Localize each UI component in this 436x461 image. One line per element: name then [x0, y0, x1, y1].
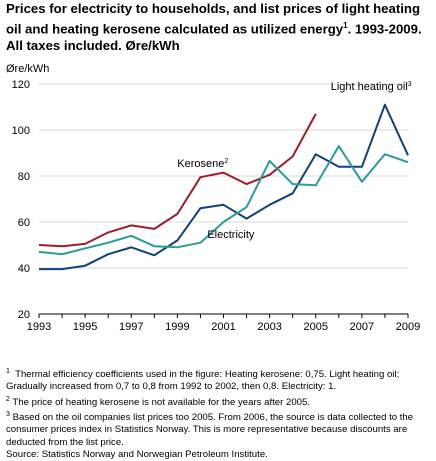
footnote-1-text: Thermal efficiency coefficients used in … — [6, 369, 400, 393]
footnote-3: 3 Based on the oil companies list prices… — [6, 409, 430, 449]
footnote-2: 2 The price of heating kerosene is not a… — [6, 394, 430, 409]
series-line-light-heating-oil — [39, 103, 409, 271]
x-tick-label: 2003 — [257, 321, 281, 333]
x-tick-label: 2007 — [350, 321, 374, 333]
x-tick-label: 2001 — [211, 321, 235, 333]
series-line-electricity — [38, 145, 409, 256]
x-tick-label: 1997 — [119, 321, 143, 333]
footnotes: 1 Thermal efficiency coefficients used i… — [6, 366, 430, 461]
footnote-2-mark: 2 — [6, 395, 10, 403]
x-tick-labels: 1993 1995 1997 1999 2001 2003 2005 2007 2009 — [27, 321, 420, 333]
y-tick-label: 20 — [18, 309, 30, 321]
chart-title-footnote-mark: 1 — [343, 21, 348, 30]
chart-title: Prices for electricity to households, an… — [6, 0, 434, 54]
footnote-1-mark: 1 — [6, 368, 10, 375]
footnote-3-mark: 3 — [6, 410, 10, 418]
y-tick-label: 100 — [12, 125, 30, 137]
series-label-electricity: Electricity — [207, 229, 255, 241]
footnote-3-text: Based on the oil companies list prices t… — [6, 412, 414, 448]
x-tick-label: 2009 — [396, 321, 420, 333]
x-tick-label: 1993 — [27, 321, 51, 333]
series-labels: Kerosene2 Light heating oil3 Electricity — [177, 81, 412, 241]
series-line-kerosene — [38, 113, 317, 248]
series-lines — [38, 103, 409, 271]
x-tick-label: 2005 — [304, 321, 328, 333]
footnote-2-text: The price of heating kerosene is not ava… — [12, 396, 310, 408]
x-axis — [38, 313, 409, 318]
series-label-light-heating-oil: Light heating oil3 — [331, 81, 412, 93]
y-tick-label: 80 — [18, 171, 30, 183]
source-note: Source: Statistics Norway and Norwegian … — [6, 448, 268, 460]
footnote-1: 1 Thermal efficiency coefficients used i… — [6, 366, 430, 394]
series-label-footnote-mark: 2 — [224, 158, 228, 165]
y-tick-label: 120 — [12, 79, 30, 91]
x-tick-label: 1995 — [73, 321, 97, 333]
series-label-kerosene: Kerosene2 — [177, 158, 228, 170]
y-axis-label: Øre/kWh — [6, 63, 49, 75]
chart-title-rest: . 1993-2009. All taxes included. Øre/kWh — [6, 21, 422, 54]
y-tick-labels: 20 40 60 80 100 120 — [12, 79, 30, 321]
y-tick-label: 40 — [18, 263, 30, 275]
x-tick-label: 1999 — [165, 321, 189, 333]
line-chart: Øre/kWh 20 40 60 80 100 120 1993 1995 1997 1999 2… — [6, 63, 420, 333]
chart-title-text: Prices for electricity to households, an… — [6, 1, 421, 37]
series-label-footnote-mark: 3 — [408, 81, 412, 88]
y-tick-label: 60 — [18, 217, 30, 229]
